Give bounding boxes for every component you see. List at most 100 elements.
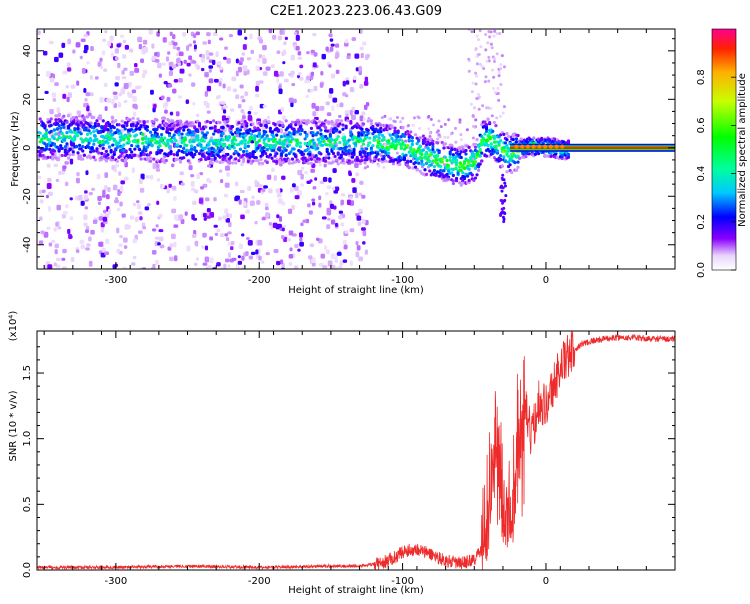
spectrogram-cell [95,137,99,142]
spectrogram-cell [122,125,126,129]
spectrogram-cell [428,134,432,138]
spectrogram-cell [253,136,257,140]
spectrogram-cell [103,82,108,87]
spectrogram-cell [319,152,323,156]
spectrogram-cell [483,80,487,84]
spectrogram-cell [469,102,473,106]
spectrogram-cell [473,106,477,110]
spectrogram-cell [451,167,455,171]
spectrogram-cell [101,194,106,198]
spectrogram-cell [174,130,178,134]
spectrogram-cell [454,163,459,167]
spectrogram-cell [199,172,204,176]
spectrogram-cell [303,141,308,146]
spectrogram-cell [473,176,478,180]
spectrogram-cell [309,157,314,161]
spectrogram-cell [489,30,493,34]
spectrogram-cell [83,102,88,108]
spectrogram-cell [424,152,428,156]
spectrogram-cell [454,176,459,181]
spectrogram-cell [69,158,74,165]
spectrogram-cell [260,161,265,165]
spectrogram-cell [467,69,471,73]
spectrogram-cell [230,139,235,143]
spectrogram-cell [306,75,311,81]
spectrogram-cell [354,109,359,115]
spectrogram-cell [311,102,316,109]
spectrogram-cell [319,105,325,111]
spectrogram-cell [510,146,675,149]
spectrogram-cell [206,32,211,37]
spectrogram-cell [329,137,333,142]
spectrogram-cell [116,207,121,212]
spectrogram-cell [76,151,80,155]
spectrogram-cell [479,45,483,49]
spectrogram-cell [440,160,444,164]
spectrogram-cell [246,159,250,163]
spectrogram-cell [182,146,186,150]
spectrogram-cell [94,76,99,80]
spectrogram-cell [288,97,294,103]
spectrogram-cell [411,123,415,127]
spectrogram-cell [459,168,463,173]
spectrogram-cell [413,154,418,158]
spectrogram-cell [167,134,172,138]
spectrogram-cell [157,62,162,69]
spectrogram-cell [151,250,157,255]
spectrogram-cell [458,152,462,157]
spectrogram-cell [250,49,255,54]
spectrogram-cell [92,155,96,159]
spectrogram-cell [110,52,115,58]
spectrogram-cell [54,82,59,86]
spectrogram-cell [391,144,396,148]
spectrogram-cell [208,68,212,73]
spectrogram-cell [412,116,416,120]
spectrogram-cell [254,220,258,225]
spectrogram-cell [355,251,360,258]
spectrogram-cell [393,146,398,150]
spectrogram-cell [352,187,357,193]
spectrogram-cell [432,123,436,127]
spectrogram-cell [161,127,165,131]
spectrogram-cell [249,132,254,136]
spectrogram-cell [277,140,282,145]
spectrogram-cell [330,119,334,124]
spectrogram-cell [359,139,364,143]
spectrogram-cell [312,186,317,190]
spectrogram-cell [180,182,185,186]
spectrogram-cell [185,45,190,51]
spectrogram-cell [391,162,396,166]
spectrogram-cell [496,86,500,90]
spectrogram-cell [114,119,118,123]
spectrogram-cell [175,153,179,157]
spectrogram-cell [152,163,157,170]
spectrogram-cell [459,155,463,160]
spectrogram-cell [101,146,105,150]
spectrogram-cell [500,184,504,188]
spectrogram-cell [265,147,269,151]
spectrogram-cell [119,154,123,158]
spectrogram-cell [254,156,258,160]
spectrogram-cell [112,152,116,157]
spectrogram-cell [116,43,121,48]
spectrogram-cell [175,111,180,117]
spectrogram-cell [74,115,79,119]
spectrogram-cell [68,233,72,240]
spectrogram-cell [308,210,313,215]
spectrogram-cell [454,140,458,144]
spectrogram-cell [278,216,283,222]
spectrogram-cell [215,159,219,163]
spectrogram-cell [382,165,386,169]
spectrogram-cell [387,141,391,145]
spectrogram-cell [475,149,479,154]
spectrogram-cell [293,265,299,269]
spectrogram-cell [82,153,86,157]
spectrogram-cell [299,76,304,81]
spectrogram-cell [365,147,369,151]
spectrogram-cell [439,164,443,169]
spectrogram-cell [166,142,170,146]
spectrogram-cell [527,152,531,156]
snr-x-tick-label: -100 [391,576,414,587]
spectrogram-cell [276,214,280,219]
spectrogram-cell [194,149,198,154]
